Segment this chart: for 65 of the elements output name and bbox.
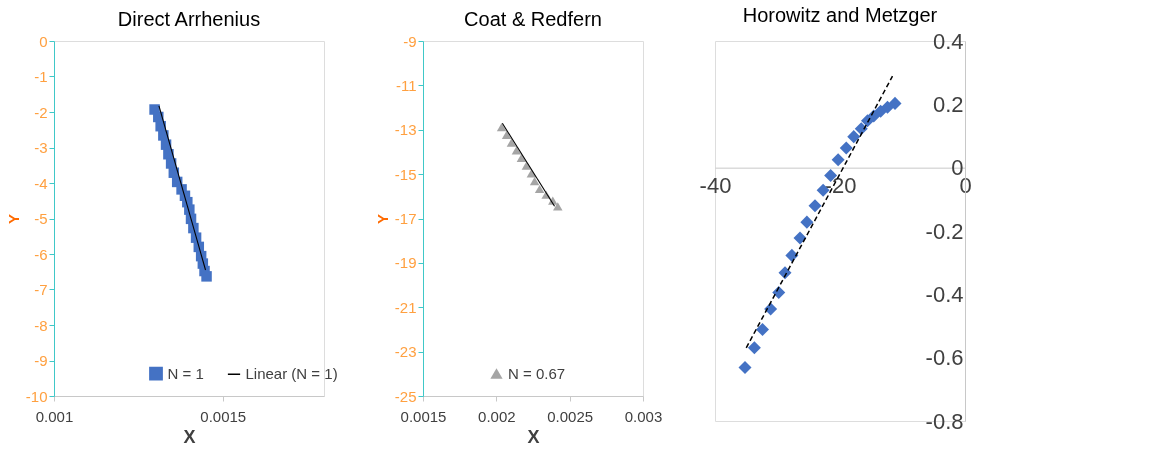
x-axis-title: X	[527, 426, 540, 447]
y-tick-label: 0.2	[932, 91, 964, 117]
y-tick-label: -0.8	[925, 408, 964, 434]
point	[496, 122, 507, 132]
x-tick-label: 0.0015	[400, 407, 447, 425]
point	[526, 169, 537, 178]
y-axis-title: Y	[373, 213, 391, 225]
x-axis-title: X	[183, 426, 196, 447]
point	[793, 231, 807, 245]
y-tick-label: -10	[25, 387, 48, 405]
point	[553, 202, 563, 211]
point	[880, 100, 895, 114]
y-axis-title: Y	[4, 213, 22, 225]
point	[747, 341, 761, 355]
legend-label: N = 0.67	[508, 364, 566, 382]
y-tick-label: -5	[34, 210, 48, 227]
y-tick-label: -7	[34, 281, 48, 298]
y-tick-label: -6	[34, 245, 48, 263]
x-tick-label: 0.002	[478, 407, 516, 425]
y-tick-label: -23	[394, 343, 417, 361]
y-tick-label: -4	[34, 174, 48, 192]
point	[529, 177, 540, 186]
point	[738, 360, 752, 374]
point	[201, 271, 212, 282]
point	[808, 199, 822, 213]
point	[516, 153, 527, 163]
x-tick-label: 0.003	[624, 407, 663, 425]
point	[764, 302, 778, 316]
x-tick-label: 0.001	[35, 407, 74, 425]
x-tick-label: 0.0025	[547, 407, 594, 425]
y-tick-label: -13	[394, 121, 417, 139]
point	[521, 161, 532, 170]
y-tick-label: -0.2	[925, 218, 964, 244]
chart-title: Coat & Redfern	[464, 8, 602, 30]
y-tick-label: -19	[394, 254, 417, 272]
y-tick-label: -2	[34, 103, 48, 121]
y-tick-label: -9	[403, 32, 417, 50]
y-tick-label: -17	[394, 210, 417, 227]
y-tick-label: 0.4	[932, 28, 964, 54]
point	[888, 96, 902, 110]
x-tick-label: -40	[699, 173, 732, 199]
point	[847, 130, 861, 144]
point	[831, 153, 845, 167]
legend-label: Linear (N = 1)	[245, 365, 338, 383]
point	[534, 184, 545, 194]
y-tick-label: -15	[394, 165, 417, 183]
y-tick-label: -9	[34, 352, 48, 369]
chart-title: Horowitz and Metzger	[742, 4, 938, 26]
y-tick-label: -0.4	[925, 281, 964, 307]
y-tick-label: -25	[394, 387, 417, 405]
y-tick-label: -1	[34, 68, 48, 85]
y-tick-label: -21	[394, 298, 417, 316]
point	[755, 322, 770, 336]
y-tick-label: -3	[34, 139, 48, 156]
y-tick-label: -8	[34, 316, 48, 334]
chart-title: Direct Arrhenius	[117, 8, 261, 30]
point	[800, 215, 814, 229]
y-tick-label: -11	[395, 76, 417, 94]
legend-label: N = 1	[167, 364, 204, 382]
point	[501, 130, 512, 139]
point	[506, 138, 517, 147]
y-tick-label: -0.6	[925, 345, 964, 371]
x-tick-label: 0.0015	[200, 407, 247, 425]
y-tick-label: 0	[39, 32, 48, 50]
point	[839, 141, 853, 155]
